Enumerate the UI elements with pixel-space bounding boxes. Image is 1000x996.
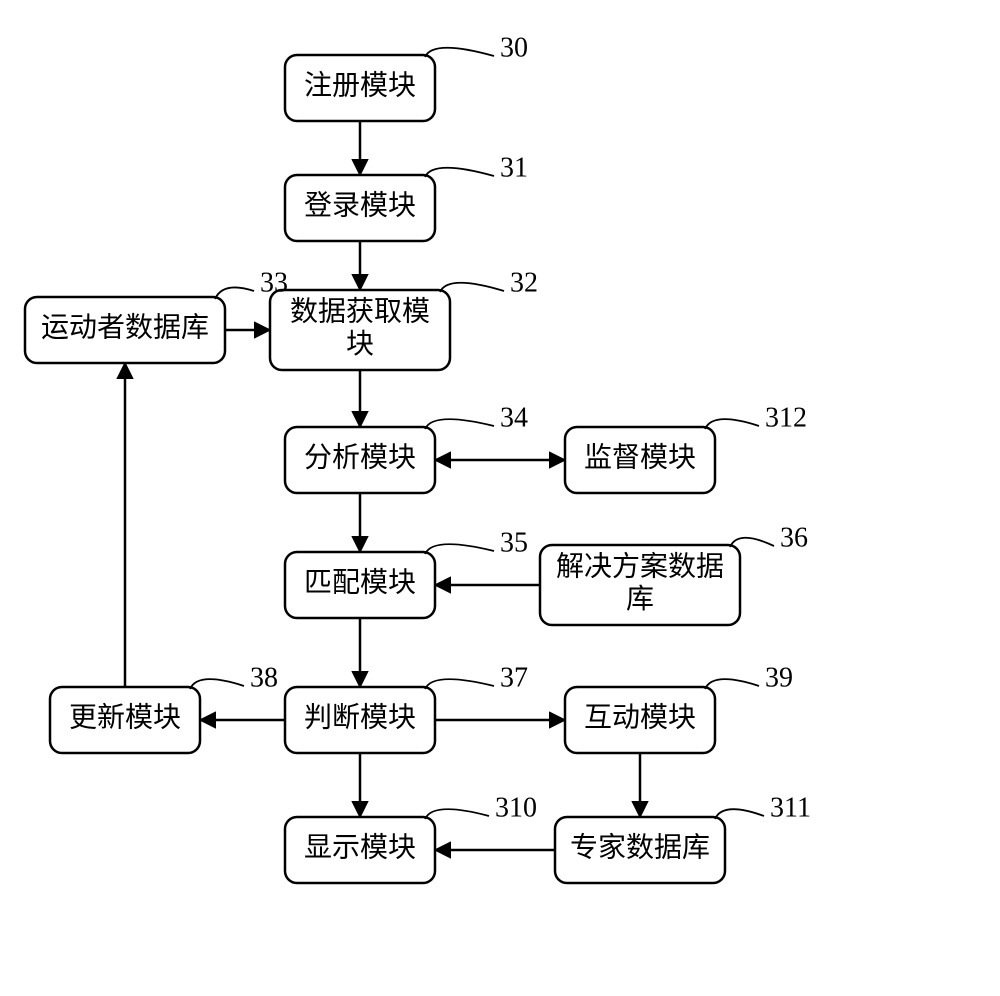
node-label: 运动者数据库 bbox=[41, 311, 209, 343]
ref-leader bbox=[425, 419, 494, 429]
ref-leader bbox=[215, 287, 254, 299]
ref-leader bbox=[730, 538, 774, 547]
ref-leader bbox=[705, 419, 759, 429]
ref-leader bbox=[425, 809, 489, 819]
node-n30: 注册模块 bbox=[285, 55, 435, 121]
ref-leader bbox=[425, 48, 494, 57]
ref-label-312: 312 bbox=[765, 402, 807, 433]
ref-label-36: 36 bbox=[780, 522, 808, 553]
node-n310: 显示模块 bbox=[285, 817, 435, 883]
flowchart-canvas: 注册模块登录模块数据获取模块 运动者数据库分析模块 监督模块匹配模块 解决方案数据库判… bbox=[0, 0, 1000, 996]
node-label: 判断模块 bbox=[304, 701, 416, 733]
node-label: 显示模块 bbox=[304, 831, 416, 863]
ref-label-33: 33 bbox=[260, 267, 288, 298]
ref-label-32: 32 bbox=[510, 267, 538, 298]
node-label: 登录模块 bbox=[304, 189, 416, 221]
node-label: 互动模块 bbox=[584, 701, 696, 733]
ref-label-30: 30 bbox=[500, 32, 528, 63]
node-label: 专家数据库 bbox=[570, 831, 710, 863]
ref-label-39: 39 bbox=[765, 662, 793, 693]
node-n32: 数据获取模块 bbox=[270, 290, 450, 370]
node-n39: 互动模块 bbox=[565, 687, 715, 753]
ref-label-34: 34 bbox=[500, 402, 528, 433]
ref-label-35: 35 bbox=[500, 527, 528, 558]
node-n36: 解决方案数据库 bbox=[540, 545, 740, 625]
ref-leader bbox=[440, 283, 504, 292]
ref-leader bbox=[425, 679, 494, 689]
node-n311: 专家数据库 bbox=[555, 817, 725, 883]
ref-leader bbox=[425, 168, 494, 177]
ref-leader bbox=[425, 544, 494, 554]
ref-leader bbox=[190, 679, 244, 689]
node-n35: 匹配模块 bbox=[285, 552, 435, 618]
node-n34: 分析模块 bbox=[285, 427, 435, 493]
ref-label-37: 37 bbox=[500, 662, 528, 693]
ref-label-310: 310 bbox=[495, 792, 537, 823]
node-label: 匹配模块 bbox=[304, 566, 416, 598]
node-n37: 判断模块 bbox=[285, 687, 435, 753]
node-label: 分析模块 bbox=[304, 441, 416, 473]
node-n33: 运动者数据库 bbox=[25, 297, 225, 363]
node-label: 监督模块 bbox=[584, 441, 696, 473]
ref-label-311: 311 bbox=[770, 792, 811, 823]
node-n31: 登录模块 bbox=[285, 175, 435, 241]
ref-label-38: 38 bbox=[250, 662, 278, 693]
node-n312: 监督模块 bbox=[565, 427, 715, 493]
ref-leader bbox=[715, 809, 764, 819]
node-n38: 更新模块 bbox=[50, 687, 200, 753]
ref-label-31: 31 bbox=[500, 152, 528, 183]
node-label: 更新模块 bbox=[69, 701, 181, 733]
ref-leader bbox=[705, 679, 759, 689]
node-label: 注册模块 bbox=[304, 69, 416, 101]
